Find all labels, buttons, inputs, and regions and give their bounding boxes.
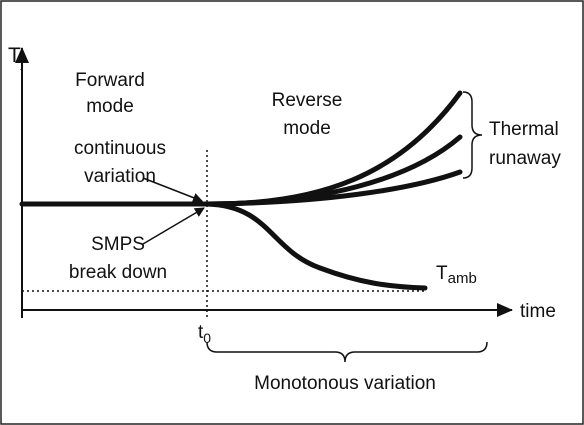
- forward-mode: mode: [86, 96, 134, 117]
- forward-mode: Forward: [75, 70, 145, 91]
- ambient-label: Tamb: [436, 263, 477, 287]
- runaway-curve-bottom: [204, 169, 463, 207]
- cooling-curve: [204, 201, 428, 291]
- arrow: [142, 177, 203, 203]
- thermal-runaway: runaway: [489, 148, 561, 169]
- continuous-variation: variation: [84, 166, 156, 187]
- x-axis-label: time: [520, 301, 556, 322]
- monotonous-variation: Monotonous variation: [254, 373, 436, 394]
- smps-break-down: SMPS: [91, 234, 145, 255]
- smps-break-down: break down: [69, 262, 167, 283]
- arrow: [142, 207, 205, 245]
- thermal-runaway: Thermal: [489, 119, 559, 140]
- runaway-curve-middle: [204, 134, 463, 207]
- reverse-mode: mode: [283, 118, 331, 139]
- reverse-mode: Reverse: [272, 90, 343, 111]
- brace: [462, 91, 483, 179]
- continuous-variation: continuous: [74, 138, 166, 159]
- t0-label: t0: [198, 322, 211, 346]
- y-axis-label: Tj: [8, 44, 24, 70]
- curves: [19, 90, 463, 291]
- brace: [206, 341, 488, 363]
